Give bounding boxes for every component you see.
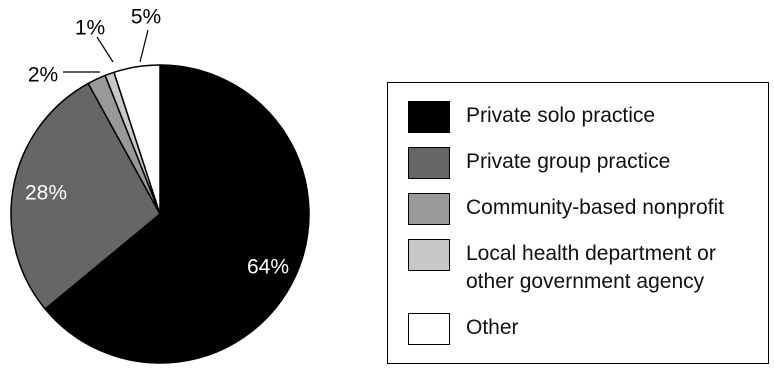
data-label-other: 5% (131, 6, 161, 29)
legend-item-private-solo-practice: Private solo practice (408, 101, 655, 133)
legend-label-local-health-department: Local health department or other governm… (466, 242, 716, 293)
legend-item-other: Other (408, 313, 519, 345)
legend-label-private-solo-practice: Private solo practice (466, 104, 656, 127)
legend-swatch-community-based-nonprofit (408, 193, 450, 225)
pie-slice-private-solo-practice (44, 64, 310, 364)
legend-swatch-other (408, 313, 450, 345)
legend-label-other: Other (466, 316, 519, 339)
pie-slice-private-group-practice (10, 82, 161, 310)
data-label-private-solo-practice: 64% (247, 256, 289, 279)
legend-label-community-based-nonprofit: Community-based nonprofit (466, 196, 724, 219)
leader-line-other (139, 29, 149, 63)
legend-swatch-private-solo-practice (408, 101, 450, 133)
pie-slices (10, 64, 310, 364)
legend-swatch-local-health-department (408, 239, 450, 271)
data-label-local-health-department-or-other-government-agency: 1% (75, 17, 105, 40)
legend: Private solo practice Private group prac… (387, 82, 769, 364)
legend-item-community-based-nonprofit: Community-based nonprofit (408, 193, 724, 225)
data-label-private-group-practice: 28% (25, 182, 67, 205)
leader-line-local-health-department-or-other-government-agency (96, 36, 114, 63)
data-label-community-based-nonprofit: 2% (28, 64, 58, 87)
legend-item-private-group-practice: Private group practice (408, 147, 670, 179)
pie-slice-other (113, 64, 161, 215)
pie-labels: 64% 28% 2% 1% 5% (25, 6, 289, 279)
legend-label-private-group-practice: Private group practice (466, 150, 671, 173)
legend-swatch-private-group-practice (408, 147, 450, 179)
legend-item-local-health-department: Local health department or other governm… (408, 239, 716, 296)
